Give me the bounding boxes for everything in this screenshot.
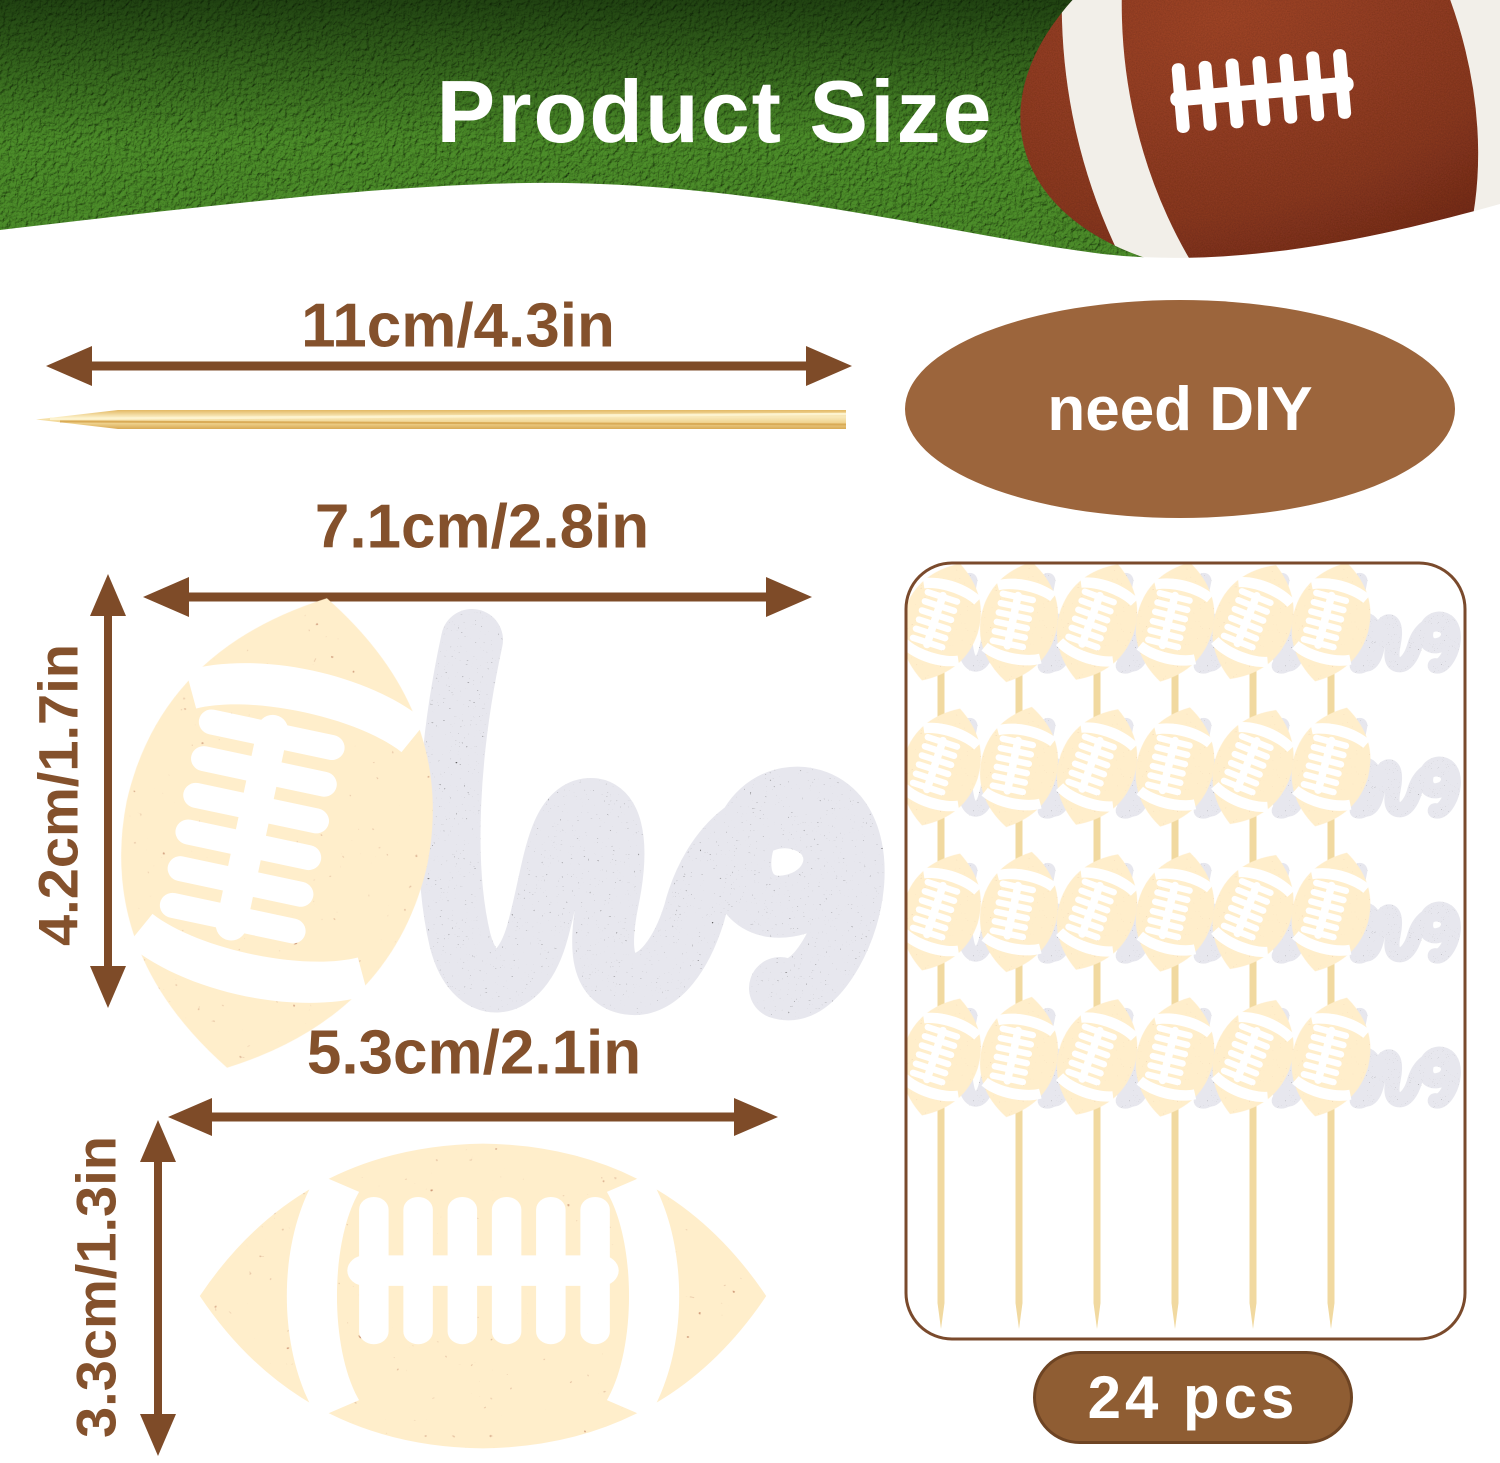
need-diy-badge: need DIY	[905, 300, 1455, 518]
grid-stick	[937, 1085, 945, 1329]
page-title: Product Size	[436, 62, 994, 161]
grid-stick	[1327, 1085, 1335, 1329]
white-wave	[0, 182, 1500, 340]
need-diy-label: need DIY	[1047, 374, 1313, 444]
skewer-measure-arrow	[46, 346, 852, 386]
pieces-count-badge: 24 pcs	[1033, 1351, 1353, 1444]
grid-stick	[1249, 1085, 1257, 1329]
grid-stick	[1015, 1085, 1023, 1329]
one-width-arrow	[143, 577, 812, 617]
one-width-label: 7.1cm/2.8in	[314, 492, 650, 562]
pieces-count-label: 24 pcs	[1087, 1364, 1299, 1431]
pick-length-label: 11cm/4.3in	[301, 291, 615, 361]
football-height-arrow	[140, 1120, 176, 1456]
football-cake-topper	[200, 1144, 766, 1449]
grid-stick	[1171, 1085, 1179, 1329]
football-photo	[0, 0, 1500, 340]
topper-grid-panel	[904, 561, 1467, 1341]
one-height-arrow	[90, 574, 126, 1008]
football-width-label: 5.3cm/2.1in	[306, 1018, 642, 1088]
football-height-label: 3.3cm/1.3in	[64, 1136, 128, 1438]
grid-stick	[1093, 1085, 1101, 1329]
one-script-ne	[450, 640, 854, 989]
one-height-label: 4.2cm/1.7in	[26, 644, 90, 946]
panel-border	[904, 561, 1467, 1341]
bamboo-skewer	[36, 410, 847, 429]
football-width-arrow	[168, 1098, 778, 1136]
football-laces-icon	[1170, 49, 1354, 134]
